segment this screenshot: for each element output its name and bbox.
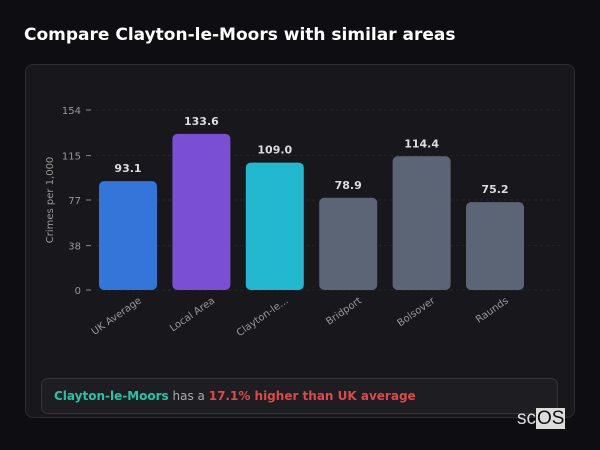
logo-sc: sc [517, 408, 536, 429]
value-label: 133.6 [184, 115, 219, 128]
y-tick-label: 38 [68, 242, 81, 253]
value-label: 75.2 [481, 183, 508, 196]
x-tick-label: Local Area [168, 295, 217, 334]
bar [245, 162, 304, 290]
bar [392, 156, 451, 290]
x-tick-label: Bolsover [396, 295, 438, 329]
value-label: 93.1 [114, 162, 141, 175]
bar [466, 202, 524, 290]
value-label: 78.9 [335, 179, 362, 192]
x-tick-label: Bridport [324, 295, 364, 327]
bar [319, 197, 378, 290]
y-axis-label: Crimes per 1,000 [45, 157, 56, 244]
bar [99, 181, 157, 290]
scos-logo: scOS [517, 408, 566, 430]
x-tick-label: Raunds [474, 295, 511, 325]
value-label: 109.0 [257, 144, 292, 157]
y-tick-label: 77 [68, 196, 81, 207]
comparison-text: 17.1% higher than UK average [208, 389, 416, 403]
y-tick-label: 0 [75, 286, 81, 297]
y-tick-label: 115 [62, 152, 81, 163]
page-title: Compare Clayton-le-Moors with similar ar… [24, 25, 456, 45]
x-tick-label: UK Average [90, 295, 144, 337]
value-label: 114.4 [404, 137, 439, 150]
y-tick-label: 154 [62, 106, 81, 117]
x-tick-label: Clayton-le... [235, 295, 291, 339]
logo-os: OS [536, 408, 566, 429]
summary-box: Clayton-le-Moors has a 17.1% higher than… [41, 378, 558, 414]
summary-text: has a [168, 389, 209, 403]
area-name: Clayton-le-Moors [54, 389, 169, 403]
bar [172, 133, 231, 290]
